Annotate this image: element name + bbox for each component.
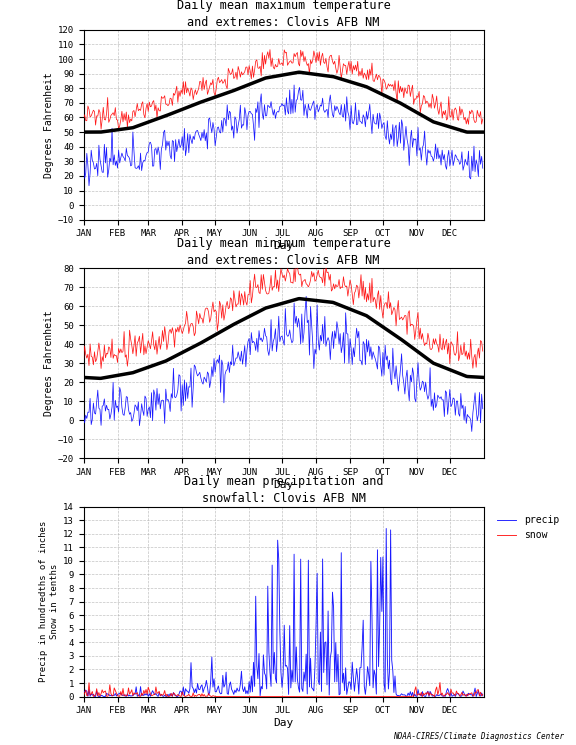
Text: NOAA-CIRES/Climate Diagnostics Center: NOAA-CIRES/Climate Diagnostics Center [393,732,564,741]
snow [423,690,430,699]
Y-axis label: Precip in hundredths of inches
Snow in tenths: Precip in hundredths of inches Snow in t… [40,521,59,682]
precip [96,692,103,701]
Line: precip: precip [84,528,483,697]
Title: Daily mean maximum temperature
and extremes: Clovis AFB NM: Daily mean maximum temperature and extre… [177,0,391,28]
precip [240,687,247,696]
snow [211,692,218,701]
precip [383,524,390,533]
precip [479,691,486,700]
precip [463,690,470,699]
snow [165,692,172,701]
snow [463,692,470,701]
Line: snow: snow [84,682,483,697]
Y-axis label: Degrees Fahrenheit: Degrees Fahrenheit [44,311,54,416]
X-axis label: Day: Day [274,241,294,251]
X-axis label: Day: Day [274,718,294,728]
snow [80,691,87,700]
precip [242,689,249,698]
snow [479,690,486,699]
snow [242,692,249,701]
snow [190,688,196,697]
Y-axis label: Degrees Fahrenheit: Degrees Fahrenheit [44,72,54,177]
Title: Daily mean precipitation and
snowfall: Clovis AFB NM: Daily mean precipitation and snowfall: C… [184,475,384,505]
precip [80,687,87,696]
snow [437,678,444,687]
precip [191,688,198,697]
snow [240,692,247,701]
precip [166,691,173,700]
X-axis label: Day: Day [274,480,294,489]
Title: Daily mean minimum temperature
and extremes: Clovis AFB NM: Daily mean minimum temperature and extre… [177,237,391,267]
precip [425,687,431,696]
Legend: precip, snow: precip, snow [492,512,563,544]
